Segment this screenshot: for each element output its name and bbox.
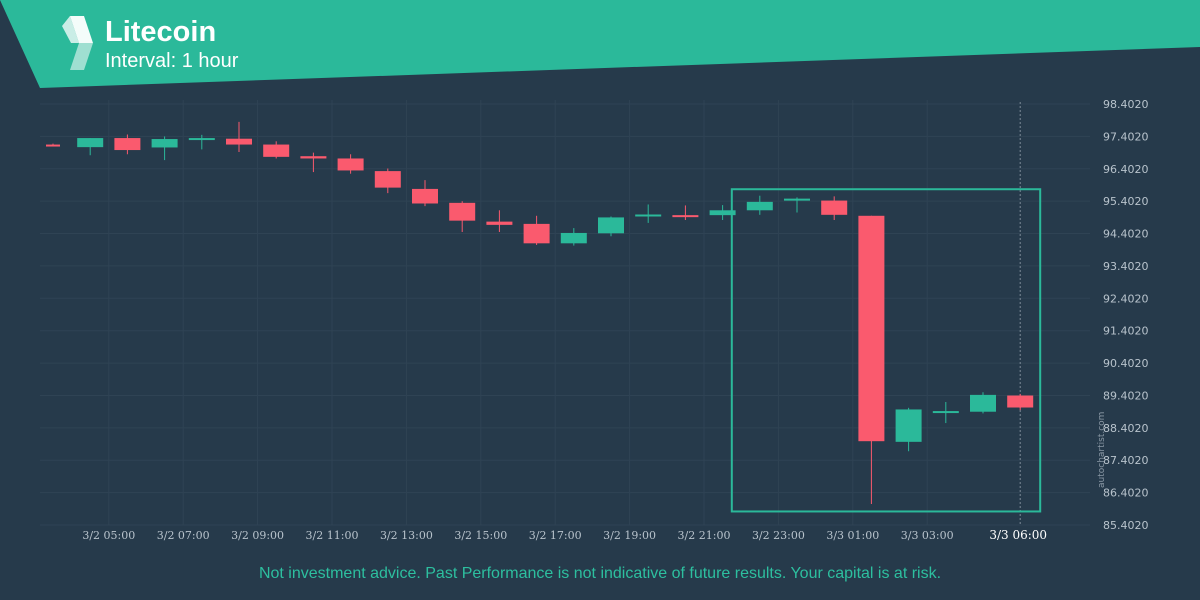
x-tick-label: 3/2 09:00 bbox=[231, 529, 284, 542]
y-tick-label: 97.4020 bbox=[1103, 130, 1149, 143]
candle-bearish bbox=[449, 201, 476, 232]
candle-body bbox=[263, 144, 290, 157]
candle-body bbox=[114, 138, 141, 151]
x-tick-label: 3/2 15:00 bbox=[454, 529, 507, 542]
candle-body bbox=[709, 210, 736, 216]
candle-body bbox=[858, 215, 885, 442]
candle-body bbox=[77, 138, 104, 148]
autochartist-logo-icon bbox=[62, 16, 93, 70]
candle-bullish bbox=[970, 392, 996, 414]
candle-bearish bbox=[412, 180, 438, 207]
candle-bearish bbox=[226, 121, 252, 152]
candle-bearish bbox=[1007, 393, 1034, 411]
candle-bullish bbox=[895, 407, 922, 452]
candle-bearish bbox=[858, 215, 885, 505]
asset-title: Litecoin bbox=[105, 16, 217, 48]
x-tick-label: 3/2 21:00 bbox=[678, 529, 731, 542]
header-background bbox=[0, 0, 1200, 88]
candle-bearish bbox=[263, 141, 290, 159]
pattern-highlight bbox=[730, 188, 1042, 513]
candle-bullish bbox=[635, 204, 662, 223]
y-tick-label: 86.4020 bbox=[1103, 487, 1149, 500]
candle-body bbox=[635, 214, 662, 217]
candle-bullish bbox=[746, 195, 773, 215]
candle-bearish bbox=[486, 210, 513, 232]
candle-body bbox=[151, 139, 178, 148]
candle-bearish bbox=[114, 134, 141, 155]
candle-bullish bbox=[932, 402, 959, 424]
candle-body bbox=[226, 138, 252, 145]
candle-body bbox=[746, 201, 773, 211]
candle-body bbox=[672, 215, 699, 218]
candle-body bbox=[821, 200, 848, 215]
x-tick-label: 3/3 01:00 bbox=[826, 529, 879, 542]
candle-bullish bbox=[709, 205, 736, 221]
candle-bullish bbox=[784, 197, 810, 213]
candle-body bbox=[486, 221, 513, 225]
candle-body bbox=[560, 232, 587, 244]
y-tick-label: 90.4020 bbox=[1103, 357, 1149, 370]
header-band bbox=[0, 0, 1200, 88]
x-tick-label: 3/2 07:00 bbox=[157, 529, 210, 542]
candle-body bbox=[784, 198, 810, 201]
candle-body bbox=[932, 411, 959, 414]
candle-body bbox=[300, 156, 327, 159]
chart-grid bbox=[40, 100, 1090, 526]
chart-axes: 98.4020 97.4020 96.4020 95.4020 94.4020 93.40… bbox=[82, 98, 1148, 542]
candle-bearish bbox=[46, 143, 60, 147]
candle-body bbox=[337, 158, 364, 171]
candle-body bbox=[598, 217, 624, 234]
x-tick-label: 3/2 19:00 bbox=[603, 529, 656, 542]
y-tick-label: 92.4020 bbox=[1103, 292, 1149, 305]
y-tick-label: 88.4020 bbox=[1103, 422, 1149, 435]
candle-bearish bbox=[300, 152, 327, 173]
y-tick-label: 85.4020 bbox=[1103, 519, 1149, 532]
candle-body bbox=[412, 188, 438, 204]
candle-bullish bbox=[560, 228, 587, 246]
y-tick-label: 87.4020 bbox=[1103, 454, 1149, 467]
candle-body bbox=[895, 409, 922, 442]
candles bbox=[46, 121, 1034, 505]
candle-bearish bbox=[374, 168, 401, 194]
x-tick-label: 3/2 23:00 bbox=[752, 529, 805, 542]
y-tick-label: 89.4020 bbox=[1103, 389, 1149, 402]
x-tick-label: 3/2 13:00 bbox=[380, 529, 433, 542]
y-tick-label: 91.4020 bbox=[1103, 325, 1149, 338]
candle-bullish bbox=[151, 136, 178, 161]
x-tick-label: 3/2 17:00 bbox=[529, 529, 582, 542]
x-tick-label: 3/2 05:00 bbox=[82, 529, 135, 542]
x-tick-label: 3/2 11:00 bbox=[306, 529, 359, 542]
candle-bullish bbox=[77, 138, 104, 156]
y-tick-label: 94.4020 bbox=[1103, 228, 1149, 241]
x-tick-label: 3/3 03:00 bbox=[901, 529, 954, 542]
candle-body bbox=[970, 394, 996, 412]
candle-body bbox=[374, 171, 401, 188]
header-banner: Litecoin Interval: 1 hour bbox=[0, 0, 1200, 90]
current-time-label: 3/3 06:00 bbox=[989, 528, 1047, 542]
candle-bullish bbox=[598, 216, 624, 237]
candle-bearish bbox=[672, 205, 699, 221]
candle-body bbox=[449, 202, 476, 221]
interval-label: Interval: 1 hour bbox=[105, 50, 239, 72]
pattern-highlight-box bbox=[730, 188, 1042, 513]
candle-bullish bbox=[188, 134, 215, 150]
y-tick-label: 95.4020 bbox=[1103, 195, 1149, 208]
watermark: autochartist.com bbox=[1097, 411, 1107, 488]
y-tick-label: 96.4020 bbox=[1103, 163, 1149, 176]
candle-bearish bbox=[821, 196, 848, 221]
y-tick-label: 93.4020 bbox=[1103, 260, 1149, 273]
candle-bearish bbox=[523, 215, 550, 245]
disclaimer: Not investment advice. Past Performance … bbox=[258, 565, 942, 582]
candle-body bbox=[523, 223, 550, 244]
candle-bearish bbox=[337, 154, 364, 174]
candle-body bbox=[1007, 395, 1034, 408]
y-tick-label: 98.4020 bbox=[1103, 98, 1149, 111]
candle-body bbox=[46, 144, 60, 147]
candle-body bbox=[188, 138, 215, 141]
